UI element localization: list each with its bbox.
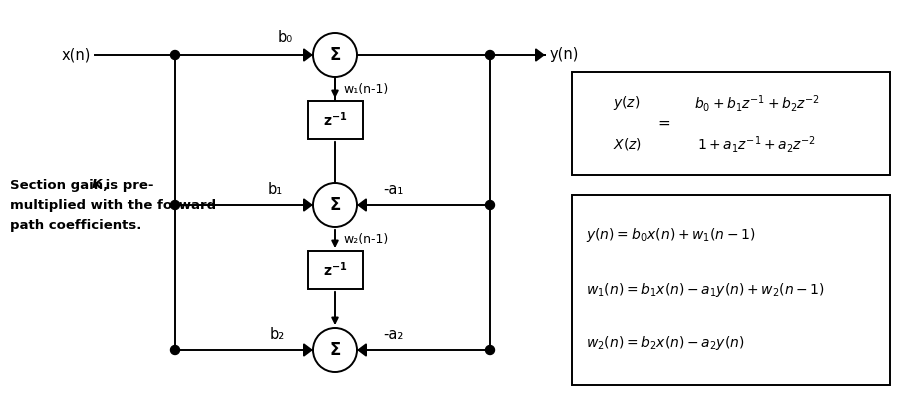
Text: $y(z)$: $y(z)$ — [613, 94, 640, 112]
Text: $1 + a_1z^{-1} + a_2z^{-2}$: $1 + a_1z^{-1} + a_2z^{-2}$ — [697, 133, 816, 155]
Circle shape — [170, 50, 179, 59]
Text: $b_0 + b_1z^{-1} + b_2z^{-2}$: $b_0 + b_1z^{-1} + b_2z^{-2}$ — [694, 92, 820, 114]
Circle shape — [313, 183, 357, 227]
Circle shape — [170, 346, 179, 354]
Bar — [572, 72, 890, 175]
Text: $y(n) = b_0x(n) + w_1(n-1)$: $y(n) = b_0x(n) + w_1(n-1)$ — [586, 226, 756, 244]
Text: Σ: Σ — [329, 46, 341, 64]
Text: b₂: b₂ — [270, 327, 285, 342]
Text: b₁: b₁ — [267, 182, 282, 197]
Text: b₀: b₀ — [278, 30, 292, 45]
Text: multiplied with the forward: multiplied with the forward — [10, 199, 216, 212]
Text: $w_1(n) = b_1x(n) - a_1y(n) + w_2(n-1)$: $w_1(n) = b_1x(n) - a_1y(n) + w_2(n-1)$ — [586, 281, 825, 299]
Circle shape — [313, 33, 357, 77]
Text: x(n): x(n) — [61, 48, 91, 63]
Bar — [308, 251, 363, 289]
Circle shape — [485, 346, 494, 354]
Circle shape — [313, 328, 357, 372]
Text: w₁(n-1): w₁(n-1) — [343, 83, 388, 96]
Text: $\mathbf{z^{-1}}$: $\mathbf{z^{-1}}$ — [323, 261, 347, 279]
Text: $\mathbf{z^{-1}}$: $\mathbf{z^{-1}}$ — [323, 111, 347, 129]
Text: is pre-: is pre- — [101, 179, 153, 192]
Text: y(n): y(n) — [550, 48, 579, 63]
Circle shape — [485, 201, 494, 210]
Text: $w_2(n) = b_2x(n) - a_2y(n)$: $w_2(n) = b_2x(n) - a_2y(n)$ — [586, 334, 744, 352]
Text: Section gain,: Section gain, — [10, 179, 113, 192]
Text: =: = — [657, 116, 670, 131]
Text: Σ: Σ — [329, 341, 341, 359]
Bar — [572, 195, 890, 385]
Text: path coefficients.: path coefficients. — [10, 219, 142, 232]
Text: K: K — [92, 179, 102, 192]
Bar — [308, 101, 363, 139]
Text: -a₁: -a₁ — [382, 182, 403, 197]
Text: $X(z)$: $X(z)$ — [612, 136, 641, 151]
Text: Σ: Σ — [329, 196, 341, 214]
Circle shape — [485, 50, 494, 59]
Circle shape — [170, 201, 179, 210]
Text: w₂(n-1): w₂(n-1) — [343, 232, 388, 245]
Text: -a₂: -a₂ — [382, 327, 403, 342]
